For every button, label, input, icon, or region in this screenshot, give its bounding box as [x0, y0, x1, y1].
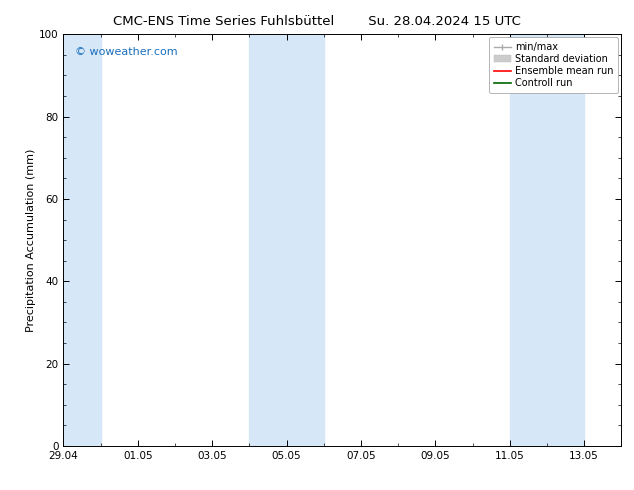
Bar	[510, 34, 584, 446]
Bar	[63, 34, 101, 446]
Y-axis label: Precipitation Accumulation (mm): Precipitation Accumulation (mm)	[26, 148, 36, 332]
Legend: min/max, Standard deviation, Ensemble mean run, Controll run: min/max, Standard deviation, Ensemble me…	[489, 37, 618, 93]
Bar	[249, 34, 324, 446]
Text: CMC-ENS Time Series Fuhlsbüttel        Su. 28.04.2024 15 UTC: CMC-ENS Time Series Fuhlsbüttel Su. 28.0…	[113, 15, 521, 28]
Text: © woweather.com: © woweather.com	[75, 47, 177, 57]
